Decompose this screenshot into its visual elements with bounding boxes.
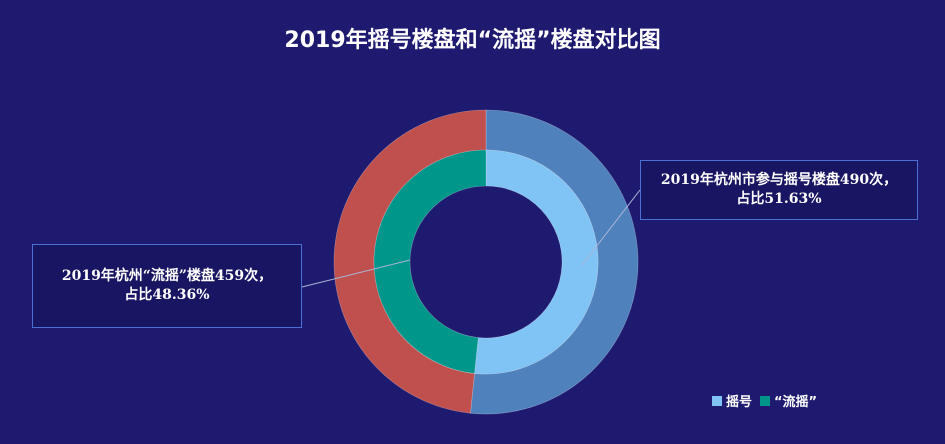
annotation-failed-line1: 2019年杭州“流摇”楼盘459次， xyxy=(61,268,273,284)
legend-item-lottery[interactable]: 摇号 xyxy=(712,391,752,410)
annotation-lottery: 2019年杭州市参与摇号楼盘490次， 占比51.63% xyxy=(640,160,918,220)
slice-inner-lottery[interactable] xyxy=(474,149,599,375)
slice-inner-failed[interactable] xyxy=(373,149,487,374)
legend-swatch-lottery xyxy=(712,395,722,406)
leader-line-lottery xyxy=(581,189,641,266)
legend-label-lottery: 摇号 xyxy=(726,395,753,410)
chart-title: 2019年摇号楼盘和“流摇”楼盘对比图 xyxy=(284,28,661,53)
slice-outer-failed[interactable] xyxy=(333,109,487,414)
annotation-failed-line2: 占比48.36% xyxy=(124,287,210,303)
annotation-failed: 2019年杭州“流摇”楼盘459次， 占比48.36% xyxy=(32,244,302,328)
legend-item-failed[interactable]: “流摇” xyxy=(760,391,817,410)
annotation-lottery-line1: 2019年杭州市参与摇号楼盘490次， xyxy=(660,172,898,188)
annotation-lottery-line2: 占比51.63% xyxy=(736,191,822,207)
leader-line-failed xyxy=(301,259,411,288)
chart-legend: 摇号 “流摇” xyxy=(712,391,825,410)
legend-label-failed: “流摇” xyxy=(774,395,818,410)
legend-swatch-failed xyxy=(760,395,771,406)
